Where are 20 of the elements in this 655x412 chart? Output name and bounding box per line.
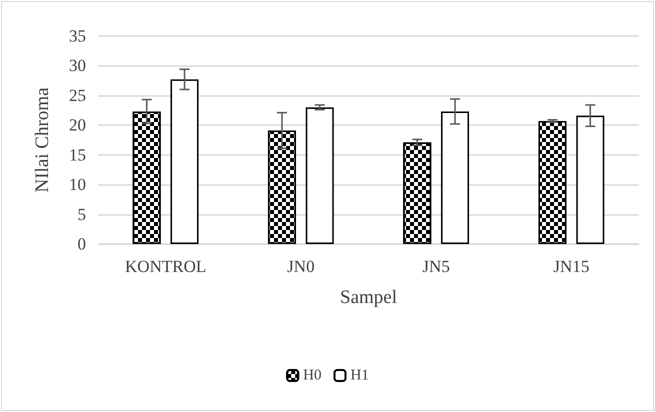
y-tick-label: 30 xyxy=(69,56,86,76)
x-tick-label: JN0 xyxy=(287,257,315,276)
legend-label: H1 xyxy=(350,368,369,384)
bar xyxy=(576,116,604,244)
y-tick-label: 25 xyxy=(69,86,86,105)
y-tick-label: 35 xyxy=(69,26,86,46)
y-tick-label: 10 xyxy=(69,175,86,194)
y-tick-label: 5 xyxy=(78,204,86,224)
x-axis-title: Sampel xyxy=(340,287,397,308)
y-axis-title: NIlai Chroma xyxy=(32,86,53,193)
legend-label: H0 xyxy=(303,368,322,384)
x-tick-label: JN5 xyxy=(422,257,450,276)
bar xyxy=(441,111,470,244)
y-tick-label: 0 xyxy=(78,234,86,254)
y-tick-label: 15 xyxy=(69,145,86,164)
bar xyxy=(306,107,334,244)
x-tick-label: JN15 xyxy=(553,257,590,276)
y-tick-label: 20 xyxy=(69,116,86,135)
bar xyxy=(170,79,199,244)
x-tick-label: KONTROL xyxy=(125,257,206,276)
